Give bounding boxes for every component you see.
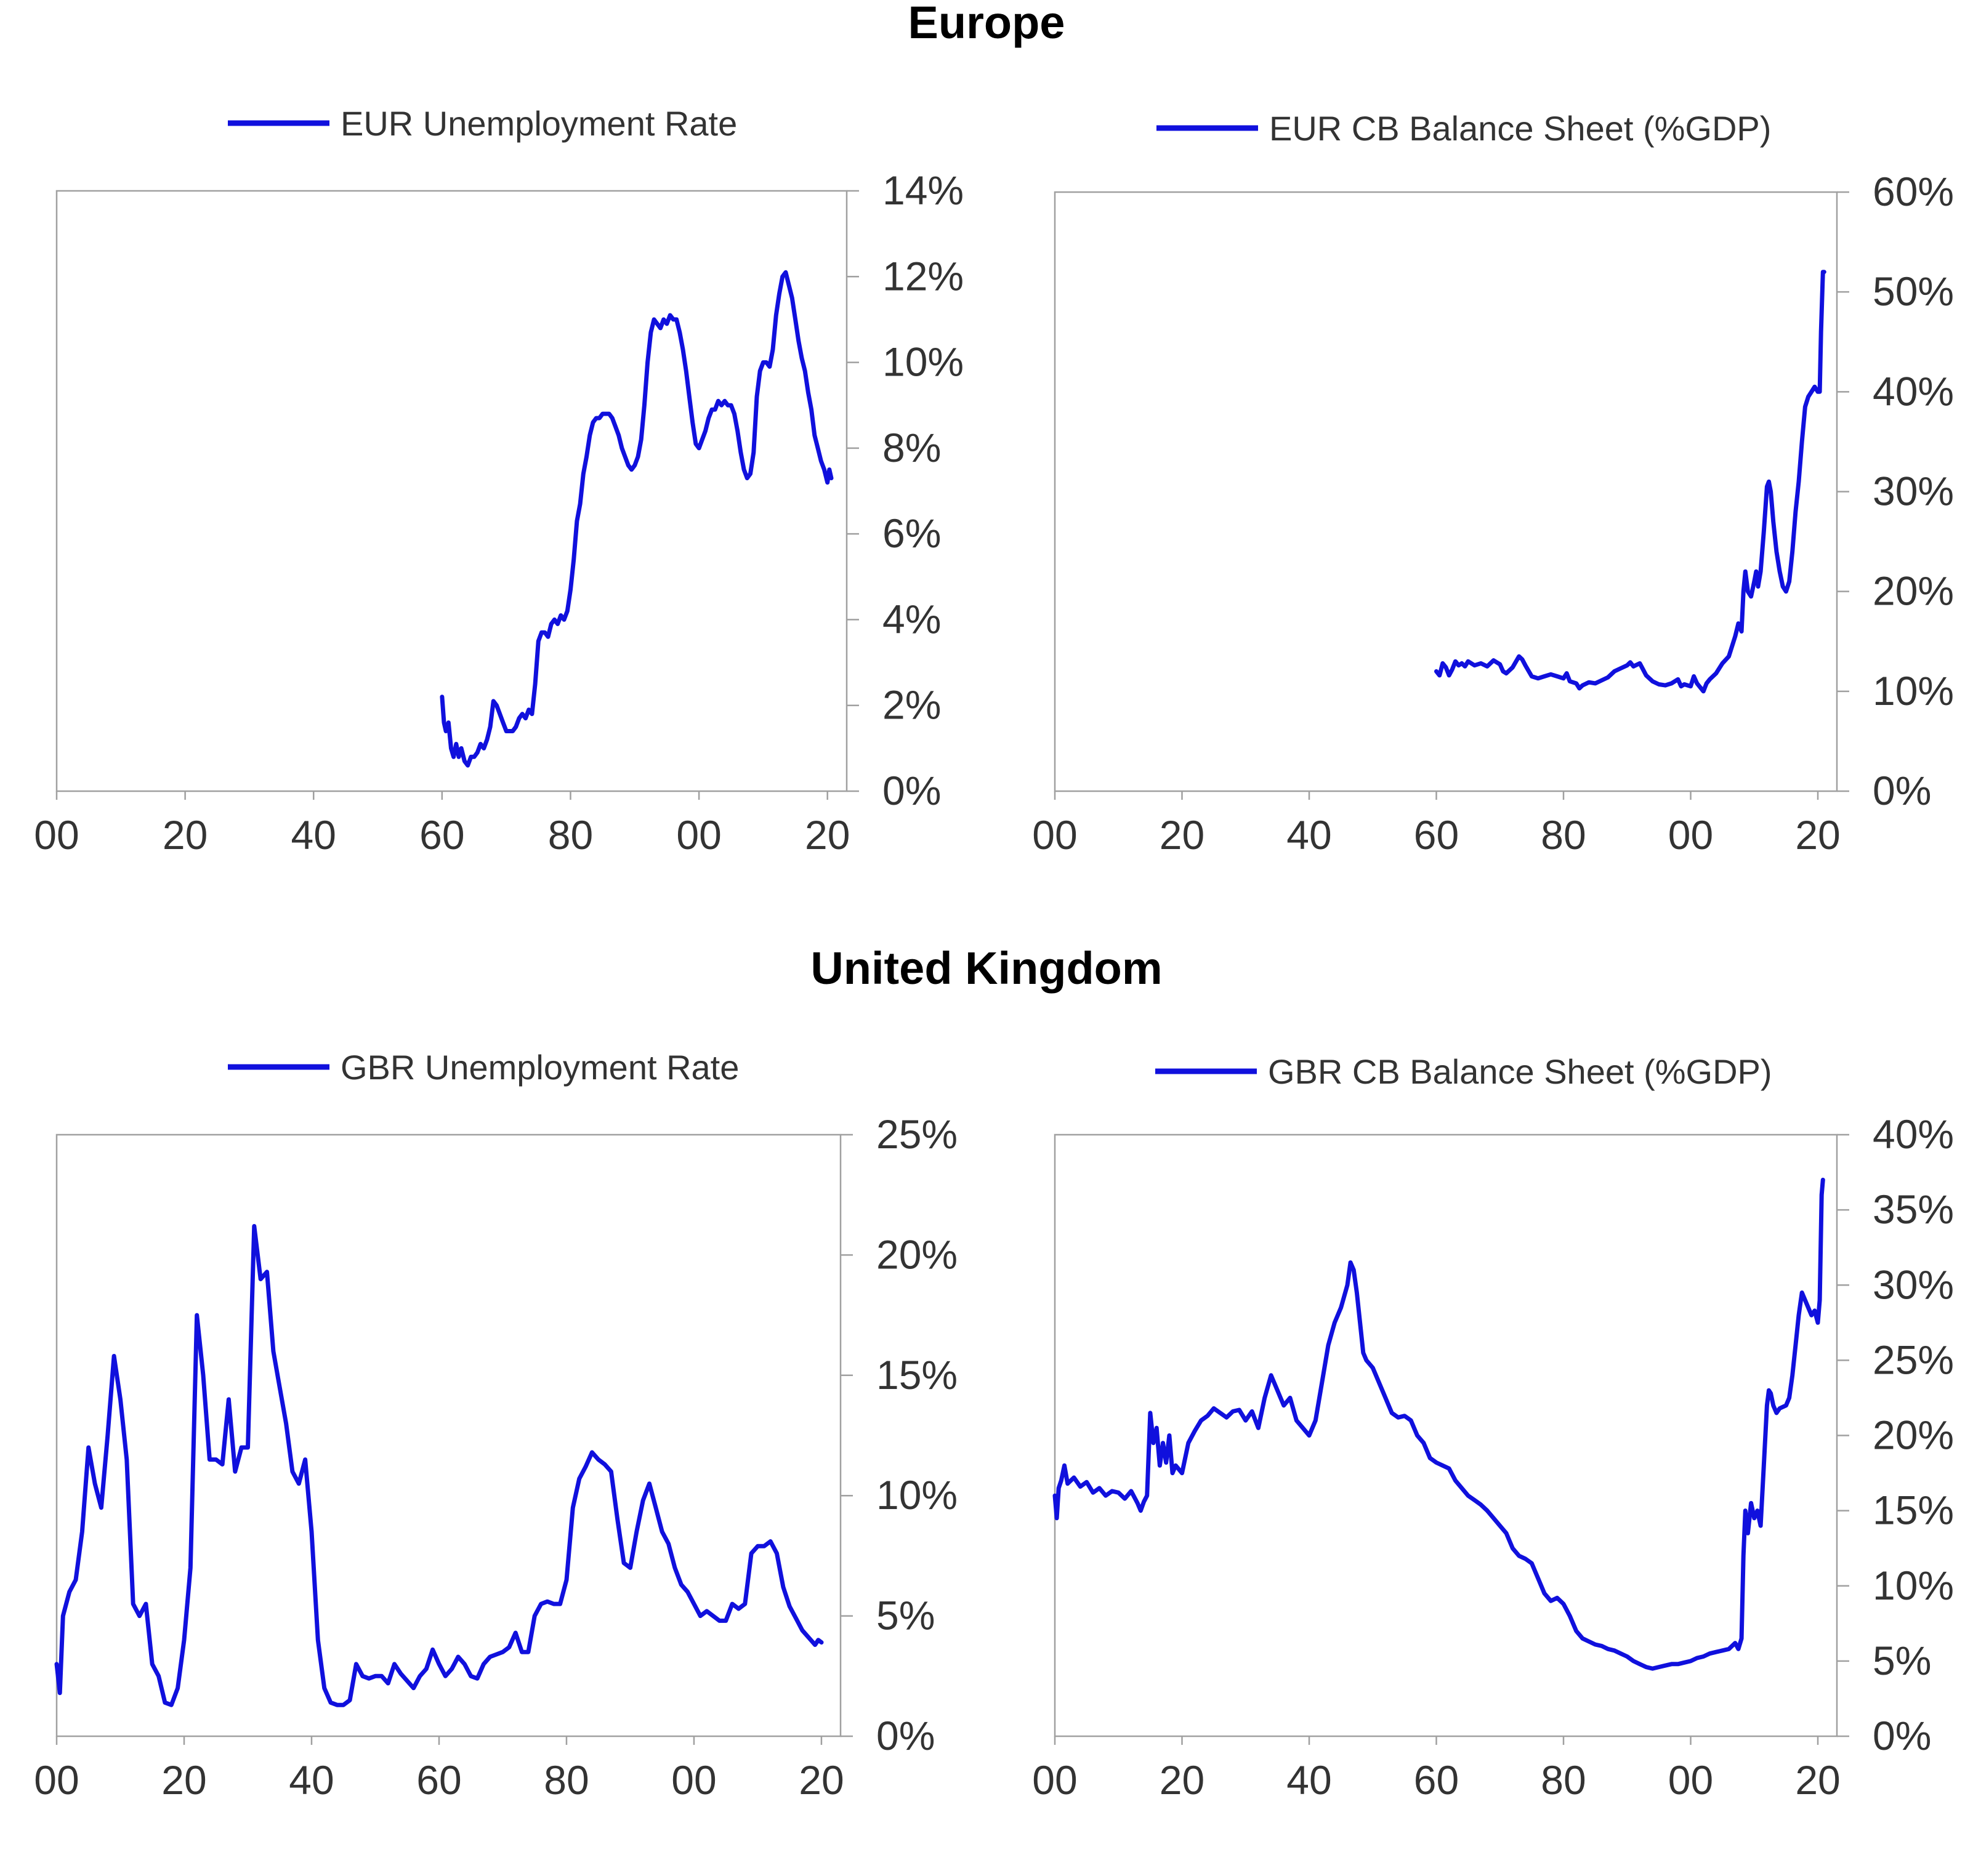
x-tick-label: 80 [548, 812, 593, 858]
y-tick-label: 8% [882, 425, 941, 470]
legend-label-eur-cb-balance-sheet-gdp: EUR CB Balance Sheet (%GDP) [1269, 109, 1771, 148]
y-tick-label: 30% [1873, 1262, 1954, 1307]
y-tick-label: 50% [1873, 268, 1954, 314]
x-tick-label: 20 [1160, 1757, 1204, 1803]
x-tick-label: 20 [805, 812, 850, 858]
x-tick-label: 80 [1541, 1757, 1586, 1803]
y-tick-label: 4% [882, 596, 941, 642]
y-tick-label: 15% [1873, 1488, 1954, 1533]
x-tick-label: 20 [799, 1757, 844, 1803]
x-tick-label: 80 [544, 1757, 589, 1803]
y-tick-label: 30% [1873, 469, 1954, 514]
legend-label-gbr-cb-balance-sheet-gdp: GBR CB Balance Sheet (%GDP) [1268, 1052, 1772, 1091]
series-line-eur-cb-balance-sheet-gdp [1434, 270, 1826, 694]
x-tick-label: 00 [1668, 1757, 1713, 1803]
y-tick-label: 5% [1873, 1638, 1931, 1683]
y-tick-label: 25% [1873, 1337, 1954, 1382]
y-tick-label: 40% [1873, 1111, 1954, 1157]
x-tick-label: 20 [1795, 1757, 1840, 1803]
x-tick-label: 40 [289, 1757, 334, 1803]
y-tick-label: 10% [882, 339, 964, 385]
series-line-gbr-unemployment-rate [54, 1224, 824, 1707]
x-tick-label: 00 [34, 1757, 79, 1803]
x-tick-label: 60 [416, 1757, 461, 1803]
y-tick-label: 20% [876, 1231, 958, 1277]
section-title-united-kingdom: United Kingdom [810, 943, 1163, 994]
legend-label-eur-unemployment-rate: EUR Unemployment Rate [341, 104, 737, 143]
x-tick-label: 00 [34, 812, 79, 858]
plot-frame [55, 1133, 842, 1737]
section-title-europe: Europe [908, 0, 1065, 48]
series-line-eur-unemployment-rate [440, 270, 834, 768]
x-tick-label: 80 [1541, 812, 1586, 858]
y-tick-label: 5% [876, 1593, 935, 1638]
plot-frame [55, 190, 848, 792]
plot-frame [1054, 1133, 1838, 1737]
y-tick-label: 6% [882, 510, 941, 556]
x-tick-label: 40 [1286, 812, 1331, 858]
y-tick-label: 0% [882, 768, 941, 813]
y-tick-label: 0% [876, 1713, 935, 1758]
y-tick-label: 25% [876, 1111, 958, 1157]
y-tick-label: 2% [882, 682, 941, 728]
y-tick-label: 35% [1873, 1186, 1954, 1232]
y-tick-label: 10% [1873, 668, 1954, 714]
x-tick-label: 00 [676, 812, 721, 858]
x-tick-label: 00 [1032, 1757, 1077, 1803]
x-tick-label: 00 [1032, 812, 1077, 858]
x-tick-label: 20 [1795, 812, 1840, 858]
y-tick-label: 0% [1873, 768, 1931, 813]
y-tick-label: 14% [882, 167, 964, 213]
x-tick-label: 20 [161, 1757, 206, 1803]
y-tick-label: 10% [1873, 1563, 1954, 1608]
x-tick-label: 20 [1160, 812, 1204, 858]
y-tick-label: 0% [1873, 1713, 1931, 1758]
x-tick-label: 60 [1414, 812, 1459, 858]
y-tick-label: 15% [876, 1352, 958, 1398]
x-tick-label: 60 [419, 812, 464, 858]
x-tick-label: 20 [163, 812, 208, 858]
series-line-gbr-cb-balance-sheet-gdp [1052, 1177, 1825, 1671]
y-tick-label: 40% [1873, 368, 1954, 414]
legend-label-gbr-unemployment-rate: GBR Unemployment Rate [341, 1048, 739, 1087]
x-tick-label: 60 [1414, 1757, 1459, 1803]
y-tick-label: 60% [1873, 169, 1954, 214]
x-tick-label: 40 [291, 812, 336, 858]
x-tick-label: 00 [671, 1757, 716, 1803]
x-tick-label: 40 [1286, 1757, 1331, 1803]
y-tick-label: 20% [1873, 568, 1954, 614]
x-tick-label: 00 [1668, 812, 1713, 858]
y-tick-label: 20% [1873, 1412, 1954, 1458]
y-tick-label: 12% [882, 253, 964, 299]
y-tick-label: 10% [876, 1472, 958, 1518]
